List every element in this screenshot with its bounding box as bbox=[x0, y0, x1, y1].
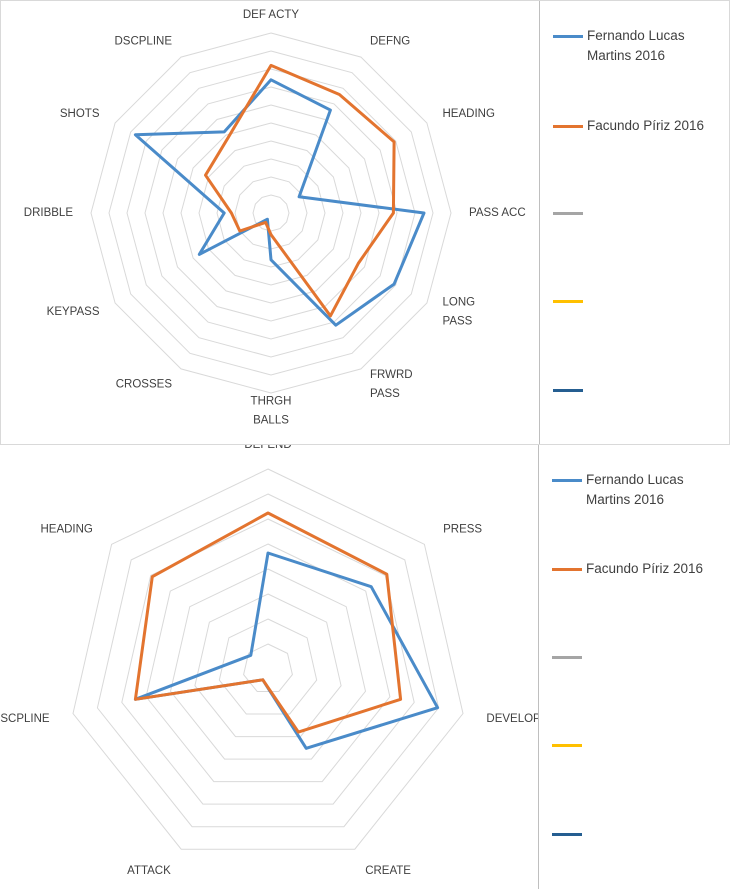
radar-chart-panel-top: DEF ACTY DEFNG HEADING PASS ACC LONG PASS FRWR… bbox=[0, 0, 730, 445]
axis-label: LONG PASS bbox=[443, 297, 476, 328]
grid-ring bbox=[72, 468, 464, 850]
grid-ring bbox=[218, 618, 318, 715]
legend-swatch-orange bbox=[553, 125, 583, 128]
legend-swatch-yellow bbox=[552, 744, 582, 747]
axis-label: CROSSES bbox=[116, 379, 173, 391]
axis-label: HEADING bbox=[40, 523, 92, 535]
grid-ring bbox=[194, 593, 342, 738]
axis-label: CREATE bbox=[365, 865, 411, 877]
legend-divider-bottom bbox=[538, 445, 539, 889]
axis-label: DEF ACTY bbox=[243, 9, 300, 21]
grid-ring bbox=[234, 176, 308, 250]
grid-ring bbox=[162, 104, 380, 322]
grid-ring bbox=[144, 86, 398, 340]
axis-label: THRGH BALLS bbox=[251, 396, 292, 427]
axis-label: DSCPLINE bbox=[114, 36, 172, 48]
axis-label: HEADING bbox=[443, 108, 495, 120]
legend-label: Fernando Lucas Martins 2016 bbox=[587, 28, 685, 63]
axis-label: SHOTS bbox=[60, 108, 100, 120]
axis-label: FRWRD PASS bbox=[370, 369, 413, 400]
legend-swatch-blue bbox=[552, 479, 582, 482]
grid-ring bbox=[96, 493, 440, 828]
grid-ring bbox=[108, 50, 434, 376]
legend-label: Facundo Píriz 2016 bbox=[586, 561, 704, 576]
axis-label: DSCPLINE bbox=[0, 713, 50, 725]
legend-swatch-blue bbox=[553, 35, 583, 38]
series-line-blue bbox=[133, 78, 426, 327]
radar-chart-top: DEF ACTY DEFNG HEADING PASS ACC LONG PASS FRWR… bbox=[24, 9, 526, 427]
grid-ring bbox=[90, 32, 452, 394]
axis-label: PASS ACC bbox=[469, 207, 526, 219]
grid-ring bbox=[169, 568, 367, 760]
legend-swatch-yellow bbox=[553, 300, 583, 303]
legend-swatch-orange bbox=[552, 568, 582, 571]
axis-label: DRIBBLE bbox=[24, 207, 74, 219]
grid-ring bbox=[180, 122, 362, 304]
legend-swatch-darkblue bbox=[552, 833, 582, 836]
axis-label: ATTACK bbox=[127, 865, 171, 877]
grid-ring bbox=[216, 158, 326, 268]
legend-swatch-gray bbox=[553, 212, 583, 215]
axis-label: KEYPASS bbox=[47, 306, 100, 318]
radar-chart-bottom: DEFEND PRESS DEVELOP CREATE ATTACK DSCPLINE HE… bbox=[0, 445, 538, 877]
series-line-blue bbox=[133, 551, 440, 750]
legend-swatch-gray bbox=[552, 656, 582, 659]
legend-divider-top bbox=[539, 1, 540, 444]
axis-label: DEVELOP bbox=[486, 713, 538, 725]
axis-label: DEFNG bbox=[370, 36, 410, 48]
series-line-orange bbox=[204, 63, 396, 318]
grid-ring bbox=[198, 140, 344, 286]
axis-label: DEFEND bbox=[244, 445, 291, 451]
series-line-orange bbox=[133, 511, 403, 734]
axis-label: PRESS bbox=[443, 523, 482, 535]
grid-ring bbox=[126, 68, 416, 358]
legend-swatch-darkblue bbox=[553, 389, 583, 392]
legend-label: Fernando Lucas Martins 2016 bbox=[586, 472, 684, 507]
radar-chart-panel-bottom: DEFEND PRESS DEVELOP CREATE ATTACK DSCPLINE HE… bbox=[0, 445, 730, 889]
grid-ring bbox=[145, 543, 391, 783]
legend-label: Facundo Píriz 2016 bbox=[587, 118, 705, 133]
